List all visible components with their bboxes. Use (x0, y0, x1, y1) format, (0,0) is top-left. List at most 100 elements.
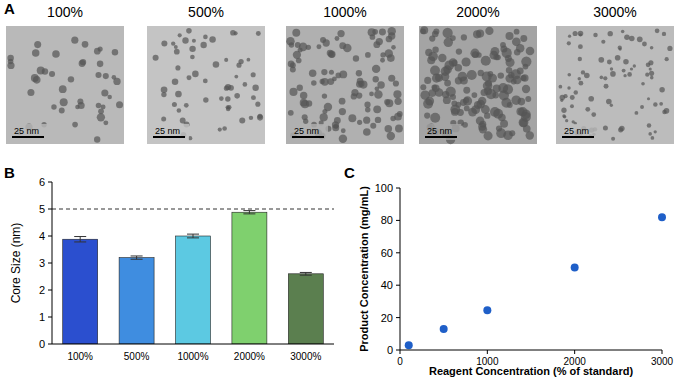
particle (190, 55, 195, 60)
particle (578, 57, 582, 61)
scale-bar-label: 25 nm (14, 126, 39, 136)
image-caption: 1000% (323, 4, 367, 20)
particle (645, 73, 649, 77)
x-tick (400, 350, 401, 354)
particle (116, 101, 123, 108)
particle (306, 45, 311, 50)
particle (257, 115, 263, 121)
particle (603, 125, 608, 130)
particle (651, 136, 655, 140)
bar (232, 212, 267, 344)
particle (97, 113, 105, 121)
particle (234, 93, 240, 99)
particle (420, 28, 426, 34)
plot-area (52, 209, 334, 344)
panel-label: A (4, 0, 15, 17)
particle (574, 90, 578, 94)
particle (522, 85, 530, 93)
particle (526, 47, 535, 56)
particle (71, 37, 78, 44)
particle (393, 90, 401, 98)
panel-label: C (344, 164, 355, 181)
x-tick-label: 0 (397, 356, 403, 367)
particle (394, 98, 401, 105)
particle (568, 35, 571, 38)
particle (593, 33, 598, 38)
particle (380, 52, 385, 57)
particle (60, 98, 68, 106)
error-bar (243, 211, 255, 214)
particle (373, 76, 379, 82)
particle (293, 51, 301, 59)
particle (570, 104, 574, 108)
particle (654, 130, 657, 133)
particle (327, 78, 334, 85)
y-tick (48, 317, 52, 318)
particle (78, 102, 85, 109)
particle (608, 31, 613, 36)
particle (634, 111, 638, 115)
particle (323, 39, 330, 46)
particle (485, 27, 493, 35)
y-tick (48, 182, 52, 183)
particle (94, 136, 100, 142)
particle (335, 36, 340, 41)
scale-bar-label: 25 nm (155, 126, 180, 136)
particle (506, 67, 512, 73)
particle (500, 120, 508, 128)
y-tick-label: 6 (39, 176, 45, 188)
particle (303, 119, 308, 124)
particle (648, 60, 653, 65)
particle (463, 96, 472, 105)
particle (567, 73, 571, 77)
y-tick-label: 0 (39, 338, 45, 350)
scale-bar-bg (423, 124, 461, 140)
particle (623, 59, 629, 65)
particle (493, 54, 499, 60)
particle (68, 76, 74, 82)
particle (647, 97, 650, 100)
y-tick (48, 263, 52, 264)
particle (351, 93, 357, 99)
particle (420, 84, 426, 90)
particle (585, 107, 590, 112)
particle (177, 108, 182, 113)
particle (252, 85, 258, 91)
particle (324, 103, 332, 111)
particle (243, 82, 248, 87)
particle (32, 49, 40, 57)
y-tick-label: 20 (381, 312, 393, 324)
y-axis-label: Product Concentration (mg/mL) (358, 186, 370, 352)
y-tick-label: 100 (375, 182, 393, 194)
particle (103, 120, 108, 125)
particle (251, 72, 256, 77)
y-tick-label: 0 (387, 344, 393, 356)
y-tick (48, 236, 52, 237)
particle (653, 102, 657, 106)
particle (189, 46, 195, 52)
particle (33, 76, 41, 84)
particle (192, 39, 196, 43)
particle (481, 89, 488, 96)
particle (357, 120, 362, 125)
particle (505, 32, 513, 40)
image-caption: 500% (188, 4, 224, 20)
particle (623, 74, 626, 77)
y-axis-label: Core Size (nm) (9, 223, 23, 304)
particle (424, 112, 430, 118)
scale-bar (292, 136, 324, 138)
particle (561, 108, 566, 113)
particle (493, 85, 501, 93)
particle (295, 42, 301, 48)
particle (339, 98, 346, 105)
particle (621, 30, 625, 34)
particle (49, 71, 55, 77)
particle (511, 95, 521, 105)
particle (424, 77, 431, 84)
point (405, 341, 413, 349)
particle (289, 42, 294, 47)
particle (395, 125, 403, 133)
particle (650, 46, 654, 50)
particle (578, 44, 583, 49)
particle (461, 34, 467, 40)
